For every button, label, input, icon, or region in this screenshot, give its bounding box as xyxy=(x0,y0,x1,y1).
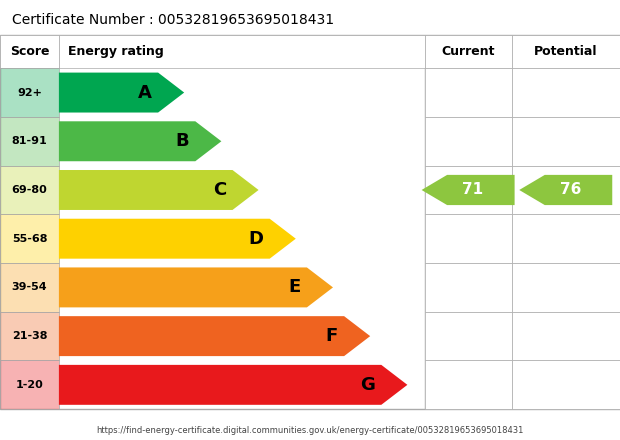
Text: E: E xyxy=(288,279,301,297)
Bar xyxy=(425,117,512,165)
Text: Energy rating: Energy rating xyxy=(68,45,164,58)
Bar xyxy=(59,35,425,68)
Bar xyxy=(0,68,59,117)
Bar xyxy=(0,35,620,409)
Bar xyxy=(425,214,512,263)
Bar xyxy=(512,35,620,68)
Text: C: C xyxy=(213,181,226,199)
Bar xyxy=(425,68,512,117)
Text: 39-54: 39-54 xyxy=(12,282,47,293)
Polygon shape xyxy=(59,219,296,259)
Bar xyxy=(0,360,59,409)
Text: 76: 76 xyxy=(560,183,582,198)
Bar xyxy=(0,312,59,360)
Text: D: D xyxy=(249,230,264,248)
Text: 55-68: 55-68 xyxy=(12,234,47,244)
Bar xyxy=(425,35,512,68)
Text: B: B xyxy=(175,132,189,150)
Bar xyxy=(425,263,512,312)
Bar xyxy=(425,312,512,360)
Text: 81-91: 81-91 xyxy=(12,136,47,146)
Text: Current: Current xyxy=(441,45,495,58)
Text: 92+: 92+ xyxy=(17,88,42,98)
Polygon shape xyxy=(422,175,515,205)
Polygon shape xyxy=(59,316,370,356)
Text: F: F xyxy=(326,327,338,345)
Bar xyxy=(0,263,59,312)
Bar xyxy=(512,214,620,263)
Text: Potential: Potential xyxy=(534,45,598,58)
Text: 69-80: 69-80 xyxy=(12,185,47,195)
Text: A: A xyxy=(138,84,152,102)
Bar xyxy=(512,165,620,214)
Text: 1-20: 1-20 xyxy=(16,380,43,390)
Polygon shape xyxy=(59,268,333,308)
Bar xyxy=(0,35,59,68)
Bar xyxy=(512,263,620,312)
Polygon shape xyxy=(520,175,613,205)
Text: 71: 71 xyxy=(463,183,484,198)
Text: Score: Score xyxy=(10,45,49,58)
Bar xyxy=(512,117,620,165)
Bar xyxy=(425,165,512,214)
Bar xyxy=(0,117,59,165)
Bar xyxy=(512,312,620,360)
Bar xyxy=(512,68,620,117)
Text: G: G xyxy=(360,376,375,394)
Text: https://find-energy-certificate.digital.communities.gov.uk/energy-certificate/00: https://find-energy-certificate.digital.… xyxy=(96,426,524,435)
Text: 21-38: 21-38 xyxy=(12,331,47,341)
Bar xyxy=(425,360,512,409)
Polygon shape xyxy=(59,170,259,210)
Text: Certificate Number : 00532819653695018431: Certificate Number : 0053281965369501843… xyxy=(12,13,335,27)
Bar xyxy=(0,214,59,263)
Polygon shape xyxy=(59,73,184,113)
Bar xyxy=(0,165,59,214)
Polygon shape xyxy=(59,365,407,405)
Polygon shape xyxy=(59,121,221,161)
Bar xyxy=(512,360,620,409)
